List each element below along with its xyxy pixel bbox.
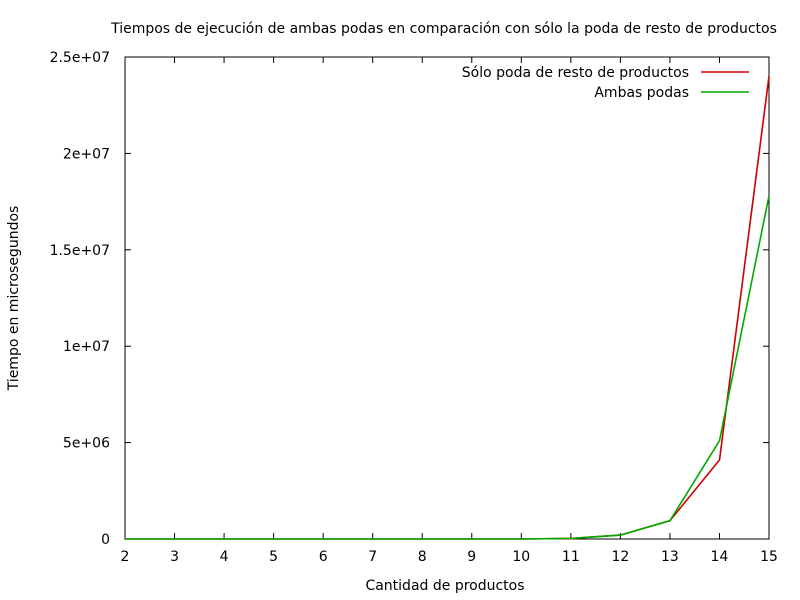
x-tick-label: 3 xyxy=(170,549,179,565)
x-tick-label: 4 xyxy=(220,549,229,565)
legend-label: Ambas podas xyxy=(594,85,689,101)
legend: Sólo poda de resto de productos Ambas pod… xyxy=(462,65,749,101)
legend-label: Sólo poda de resto de productos xyxy=(462,65,689,81)
plot-frame xyxy=(124,56,770,540)
y-tick-label: 2.5e+07 xyxy=(50,50,110,66)
chart-title: Tiempos de ejecución de ambas podas en c… xyxy=(110,21,777,37)
y-tick-label: 1.5e+07 xyxy=(50,243,110,259)
ticks: 2 3 4 5 6 7 8 9 10 11 12 13 14 15 0 5e+06 1e+07 1.5e+07 2e… xyxy=(50,50,778,565)
x-tick-label: 7 xyxy=(368,549,377,565)
y-tick-label: 0 xyxy=(101,532,110,548)
x-tick-label: 15 xyxy=(760,549,778,565)
series-line-0 xyxy=(125,76,770,540)
x-tick-label: 13 xyxy=(661,549,679,565)
x-tick-label: 11 xyxy=(562,549,580,565)
y-tick-label: 1e+07 xyxy=(63,339,110,355)
x-tick-label: 6 xyxy=(319,549,328,565)
x-tick-label: 10 xyxy=(512,549,530,565)
x-tick-label: 5 xyxy=(269,549,278,565)
x-tick-label: 2 xyxy=(121,549,130,565)
series-line-1 xyxy=(125,195,770,540)
x-tick-label: 14 xyxy=(711,549,729,565)
x-axis-label: Cantidad de productos xyxy=(365,578,524,594)
y-axis-label: Tiempo en microsegundos xyxy=(6,206,22,392)
y-tick-label: 5e+06 xyxy=(63,436,110,452)
x-tick-label: 9 xyxy=(467,549,476,565)
x-tick-label: 12 xyxy=(611,549,629,565)
x-tick-label: 8 xyxy=(418,549,427,565)
series-lines xyxy=(125,76,770,540)
y-tick-label: 2e+07 xyxy=(63,146,110,162)
